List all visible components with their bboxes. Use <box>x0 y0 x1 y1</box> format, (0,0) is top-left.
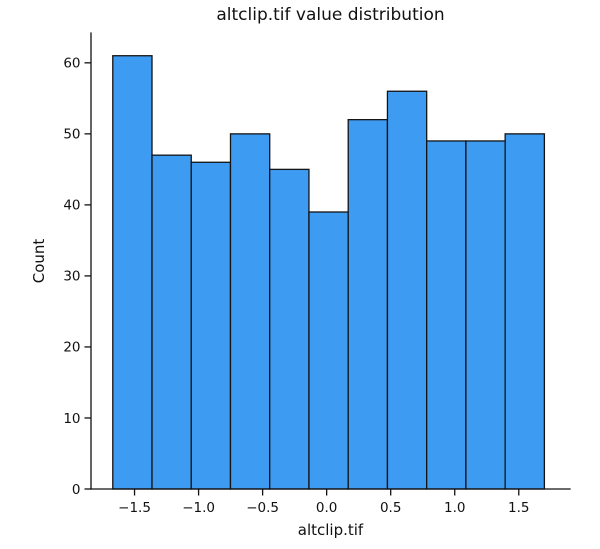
y-tick-label: 20 <box>63 340 80 356</box>
y-tick-label: 30 <box>63 269 80 285</box>
histogram-bar <box>308 211 349 490</box>
histogram-bar <box>269 168 310 490</box>
x-tick-label: 0.0 <box>316 500 337 516</box>
histogram-bar <box>151 154 192 490</box>
x-tick-label: −1.5 <box>118 500 151 516</box>
histogram-bar <box>190 161 232 490</box>
y-tick-label: 0 <box>72 482 81 498</box>
x-tick-label: 0.5 <box>380 500 401 516</box>
x-axis-label: altclip.tif <box>297 521 364 539</box>
y-tick-label: 60 <box>63 56 80 72</box>
y-tick-label: 50 <box>63 127 80 143</box>
x-tick-label: −1.0 <box>182 500 215 516</box>
y-tick-label: 10 <box>63 411 80 427</box>
histogram-bar <box>347 119 389 490</box>
chart-title: altclip.tif value distribution <box>216 5 445 25</box>
histogram-bar <box>426 140 467 490</box>
y-tick-label: 40 <box>63 198 80 214</box>
histogram-bar <box>229 133 271 490</box>
x-tick-label: 1.5 <box>508 500 529 516</box>
histogram-bar <box>504 133 546 490</box>
histogram-bar <box>465 140 506 490</box>
x-tick-label: 1.0 <box>444 500 465 516</box>
histogram-bar <box>112 55 153 490</box>
histogram-bar <box>386 90 428 490</box>
x-tick-label: −0.5 <box>246 500 279 516</box>
y-axis-label: Count <box>30 238 48 284</box>
